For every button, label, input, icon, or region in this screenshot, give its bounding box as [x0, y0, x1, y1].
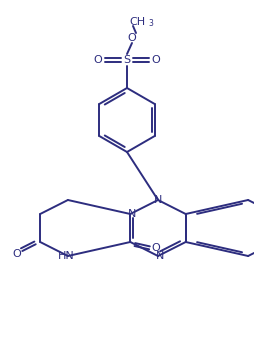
Text: S: S — [123, 55, 131, 65]
Text: 3: 3 — [149, 19, 153, 27]
Text: O: O — [151, 243, 160, 253]
Text: O: O — [152, 55, 160, 65]
Text: CH: CH — [130, 17, 146, 27]
Text: O: O — [94, 55, 102, 65]
Text: N: N — [154, 195, 162, 205]
Text: N: N — [128, 209, 136, 219]
Text: O: O — [13, 249, 21, 259]
Text: HN: HN — [57, 251, 74, 261]
Text: O: O — [128, 33, 136, 43]
Text: N: N — [156, 251, 164, 261]
